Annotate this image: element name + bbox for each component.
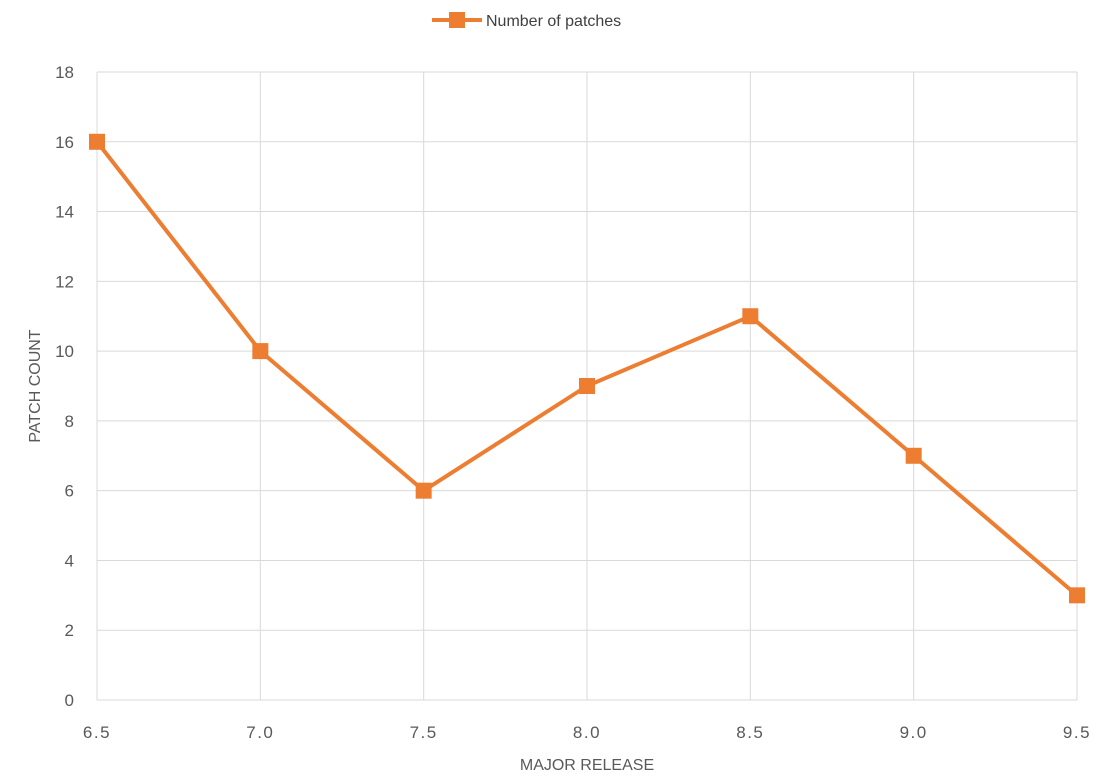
y-tick-label: 6 — [65, 482, 74, 501]
legend-label: Number of patches — [486, 13, 621, 30]
data-point-marker — [742, 308, 759, 325]
x-tick-label: 7.0 — [246, 723, 274, 742]
y-axis-title: PATCH COUNT — [27, 329, 44, 442]
data-point-marker — [1069, 587, 1085, 604]
y-tick-label: 12 — [55, 272, 74, 291]
data-point-marker — [415, 482, 432, 499]
x-axis-tick-labels: 6.5 7.0 7.5 8.0 8.5 9.0 9.5 — [83, 723, 1091, 742]
y-tick-label: 2 — [65, 621, 74, 640]
y-tick-label: 14 — [55, 203, 74, 222]
x-tick-label: 9.5 — [1063, 723, 1091, 742]
series-layer — [89, 133, 1085, 604]
y-tick-label: 18 — [55, 63, 74, 82]
y-tick-label: 10 — [55, 342, 74, 361]
data-point-marker — [89, 133, 105, 150]
y-tick-label: 4 — [65, 551, 74, 570]
x-tick-label: 8.0 — [573, 723, 601, 742]
legend-marker-swatch — [449, 12, 465, 28]
data-point-marker — [905, 447, 922, 464]
y-tick-label: 8 — [65, 412, 74, 431]
data-point-marker — [579, 378, 595, 394]
x-tick-label: 6.5 — [83, 723, 111, 742]
y-tick-label: 0 — [65, 691, 74, 710]
x-tick-label: 9.0 — [900, 723, 928, 742]
data-point-marker — [252, 343, 269, 360]
x-tick-label: 7.5 — [410, 723, 438, 742]
y-tick-label: 16 — [55, 133, 74, 152]
y-axis-tick-labels: 0 2 4 6 8 10 12 14 16 18 — [55, 63, 74, 710]
x-tick-label: 8.5 — [736, 723, 764, 742]
x-axis-title: MAJOR RELEASE — [520, 757, 654, 774]
legend: Number of patches — [432, 12, 621, 30]
